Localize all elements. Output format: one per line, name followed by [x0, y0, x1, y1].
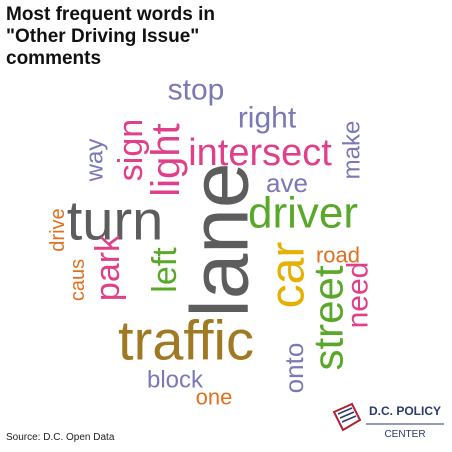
- logo-text: D.C. POLICY: [369, 404, 441, 418]
- word: caus: [67, 259, 89, 301]
- word: stop: [168, 74, 225, 107]
- word: ave: [266, 168, 308, 198]
- word: car: [262, 242, 315, 309]
- chart-title: Most frequent words in "Other Driving Is…: [6, 4, 215, 69]
- word: traffic: [118, 309, 254, 372]
- word: light: [144, 123, 188, 196]
- word: drive: [47, 208, 69, 251]
- word: lane: [175, 162, 266, 317]
- source: Source: D.C. Open Data: [6, 432, 115, 443]
- word: one: [196, 385, 233, 410]
- word: left: [146, 247, 184, 293]
- word: driver: [248, 189, 358, 238]
- word: road: [316, 243, 360, 268]
- word: sign: [112, 119, 150, 181]
- word: intersect: [188, 132, 332, 174]
- word: way: [82, 139, 109, 183]
- word: need: [342, 262, 375, 329]
- word: right: [238, 102, 297, 135]
- word: make: [339, 121, 366, 180]
- logo-text: CENTER: [384, 429, 425, 440]
- word: onto: [279, 343, 309, 394]
- word: block: [147, 367, 204, 394]
- logo: D.C. POLICY CENTER: [332, 402, 444, 440]
- word: street: [305, 265, 352, 370]
- word: park: [89, 234, 127, 301]
- word: turn: [67, 189, 164, 252]
